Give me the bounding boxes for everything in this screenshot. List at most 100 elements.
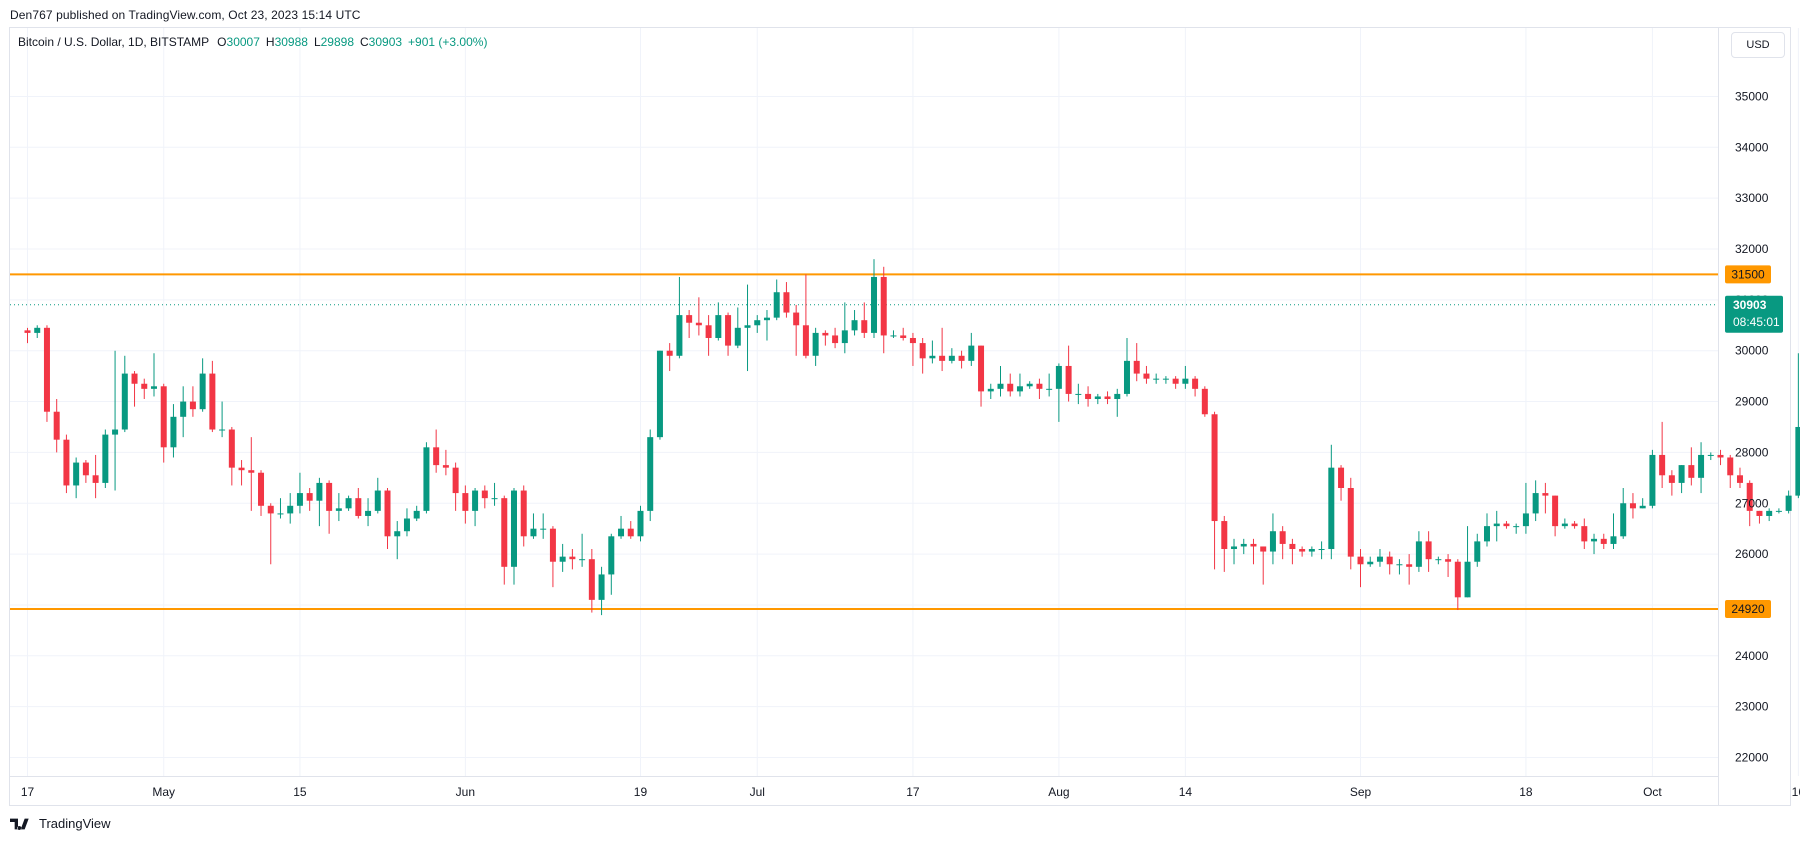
- candle-down: [549, 526, 556, 588]
- change-value: +901 (+3.00%): [408, 35, 488, 49]
- candle-down: [900, 327, 907, 341]
- chart-frame: [9, 27, 1791, 806]
- candle-up: [530, 513, 537, 539]
- price-scale-separator: [1718, 28, 1719, 805]
- candle-up: [491, 482, 498, 506]
- candle-up: [1795, 353, 1800, 499]
- open-label: O: [217, 35, 227, 49]
- candle-down: [160, 383, 167, 463]
- y-tick-label: 34000: [1735, 140, 1769, 154]
- candle-up: [744, 284, 751, 372]
- candle-up: [1522, 482, 1529, 534]
- candle-up: [987, 383, 994, 400]
- candle-down: [1542, 482, 1549, 514]
- candle-down: [306, 487, 313, 511]
- candle-up: [734, 307, 741, 349]
- y-tick-label: 24000: [1735, 649, 1769, 663]
- candle-up: [1269, 513, 1276, 565]
- candle-down: [1192, 376, 1199, 397]
- candle-down: [1736, 467, 1743, 488]
- candle-up: [1484, 513, 1490, 547]
- candle-down: [822, 330, 829, 346]
- footer-brand-label: TradingView: [39, 816, 111, 831]
- candle-down: [462, 485, 469, 524]
- x-tick-label: Jun: [456, 785, 475, 799]
- candle-up: [1785, 490, 1792, 514]
- high-value: 30988: [274, 35, 308, 49]
- candle-up: [277, 498, 284, 519]
- symbol-name[interactable]: Bitcoin / U.S. Dollar, 1D, BITSTAMP: [18, 35, 210, 49]
- level-price-label: 31500: [1725, 265, 1771, 284]
- candle-up: [1182, 365, 1189, 389]
- candle-down: [783, 282, 790, 318]
- candle-up: [754, 315, 761, 333]
- candle-up: [1396, 559, 1403, 575]
- candle-up: [637, 505, 644, 542]
- candle-down: [793, 304, 800, 356]
- candle-down: [909, 332, 916, 366]
- candle-down: [1104, 391, 1111, 405]
- candle-up: [1240, 538, 1247, 555]
- candle-up: [1698, 442, 1705, 494]
- candle-down: [1201, 386, 1208, 417]
- candle-up: [1094, 393, 1101, 405]
- high-label: H: [265, 35, 275, 49]
- candle-down: [569, 549, 576, 570]
- y-tick-label: 32000: [1735, 242, 1769, 256]
- symbol-legend[interactable]: Bitcoin / U.S. Dollar, 1D, BITSTAMP O 300…: [18, 35, 487, 49]
- candle-up: [121, 355, 128, 433]
- candle-down: [1552, 495, 1559, 537]
- candle-down: [978, 345, 985, 407]
- candle-up: [345, 495, 352, 511]
- candle-up: [540, 513, 547, 539]
- candle-down: [326, 480, 333, 534]
- candle-up: [1561, 518, 1568, 529]
- candle-up: [1435, 556, 1442, 565]
- candle-down: [1727, 454, 1734, 488]
- candle-up: [1610, 513, 1617, 550]
- time-axis[interactable]: 17May15Jun19Jul17Aug14Sep18Oct16Nov13Dec…: [21, 785, 1800, 799]
- candle-down: [832, 327, 839, 349]
- footer-brand[interactable]: TradingView: [10, 816, 111, 831]
- candle-up: [647, 429, 654, 522]
- y-tick-label: 33000: [1735, 191, 1769, 205]
- candle-up: [335, 493, 342, 522]
- last-price-value: 30903: [1733, 298, 1767, 312]
- grid: [10, 28, 1799, 776]
- candle-up: [851, 310, 858, 336]
- candle-up: [413, 505, 420, 522]
- candle-down: [1211, 411, 1218, 570]
- candle-down: [433, 429, 440, 473]
- candle-up: [812, 327, 819, 366]
- candle-up: [112, 350, 119, 491]
- candle-down: [919, 337, 926, 374]
- candle-down: [1386, 551, 1393, 575]
- y-tick-label: 23000: [1735, 700, 1769, 714]
- candle-down: [1299, 546, 1306, 557]
- candle-up: [1367, 556, 1374, 567]
- candle-down: [1406, 554, 1413, 585]
- candle-up: [608, 533, 615, 595]
- candle-down: [131, 371, 138, 407]
- candle-down: [1065, 345, 1072, 402]
- candle-down: [1260, 546, 1267, 585]
- candle-down: [1668, 470, 1675, 496]
- candle-down: [588, 549, 595, 613]
- candle-down: [666, 343, 673, 372]
- candle-up: [1376, 549, 1383, 567]
- candle-up: [102, 429, 109, 488]
- currency-button[interactable]: USD: [1731, 32, 1785, 58]
- price-axis[interactable]: 2200023000240002500026000270002800029000…: [1735, 89, 1769, 764]
- candle-down: [355, 487, 362, 519]
- candle-down: [452, 462, 459, 511]
- candle-up: [1766, 508, 1773, 522]
- publisher-line: Den767 published on TradingView.com, Oct…: [10, 8, 361, 22]
- candles: [24, 259, 1800, 616]
- candle-up: [1649, 449, 1656, 509]
- candle-up: [1464, 526, 1471, 598]
- candle-down: [228, 426, 235, 486]
- candle-down: [1289, 538, 1296, 565]
- level-price-label: 24920: [1725, 600, 1771, 619]
- candle-up: [287, 493, 294, 524]
